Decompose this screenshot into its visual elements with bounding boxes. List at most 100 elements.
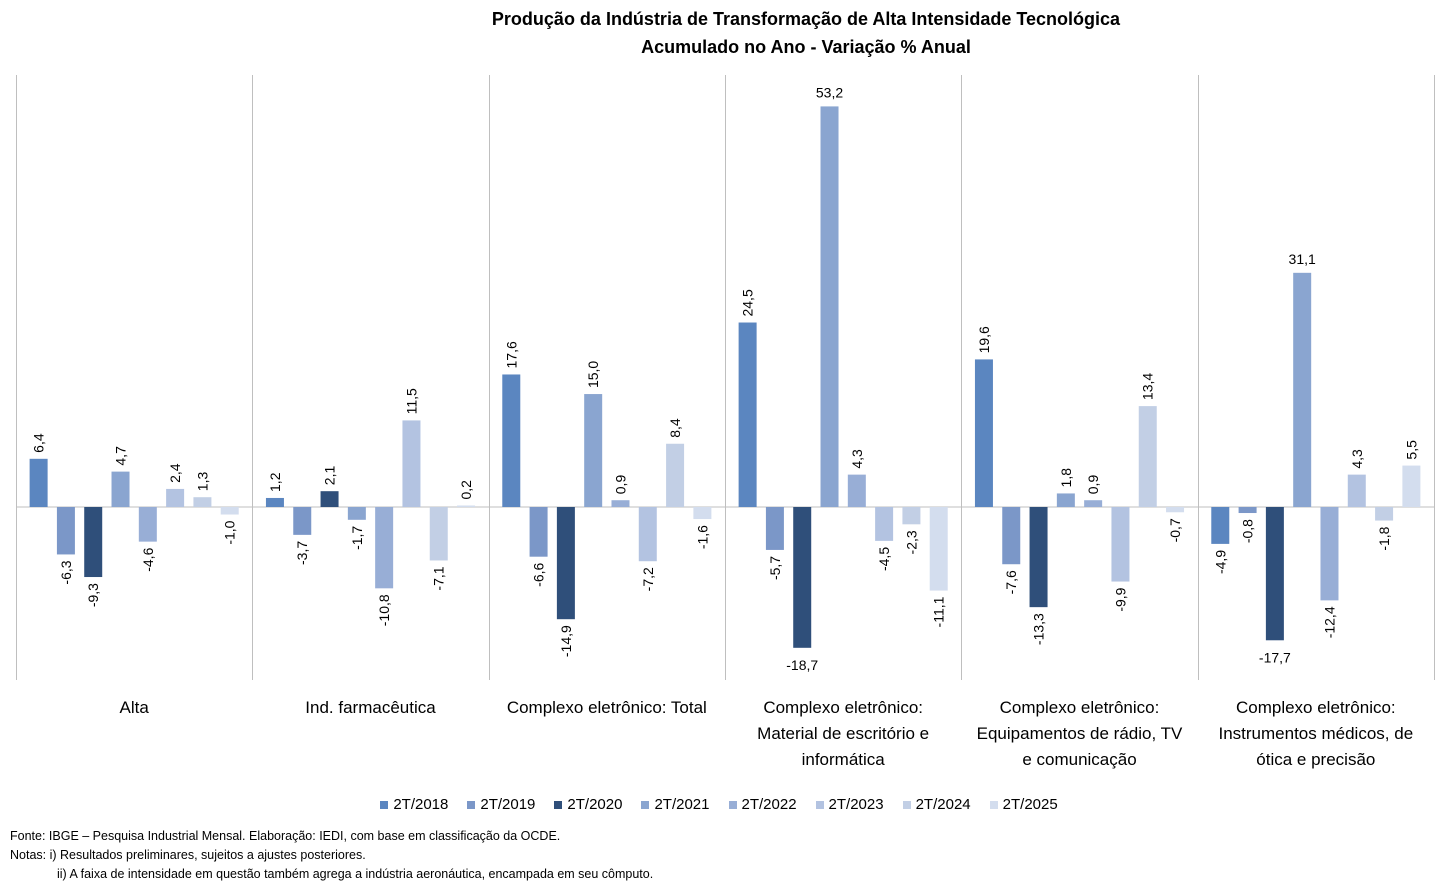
chart-title: Produção da Indústria de Transformação d… xyxy=(492,9,1121,29)
chart-subtitle: Acumulado no Ano - Variação % Anual xyxy=(641,37,971,57)
legend-label: 2T/2025 xyxy=(1002,796,1058,813)
bar xyxy=(1320,507,1339,601)
legend-swatch xyxy=(989,800,998,809)
data-label: -7,1 xyxy=(431,566,447,590)
category-label: Material de escritório e xyxy=(757,724,929,743)
category-label: Complexo eletrônico: Total xyxy=(507,698,707,717)
data-label: -5,7 xyxy=(767,556,783,580)
bar xyxy=(1265,507,1284,641)
data-label: 4,3 xyxy=(1349,449,1365,469)
bar xyxy=(347,507,366,520)
data-label: -7,2 xyxy=(640,567,656,591)
category-labels-group: Alta Ind. farmacêutica Complexo eletrônico… xyxy=(120,698,1414,769)
data-label: -4,9 xyxy=(1212,550,1228,574)
bar xyxy=(693,507,712,520)
bar xyxy=(502,374,521,507)
legend-label: 2T/2018 xyxy=(393,796,449,813)
bar xyxy=(611,500,630,507)
data-label: 15,0 xyxy=(585,361,601,388)
bar xyxy=(929,507,948,591)
bar xyxy=(293,507,312,535)
bar-chart: Produção da Indústria de Transformação d… xyxy=(16,9,1435,769)
category-label: Complexo eletrônico: xyxy=(1000,698,1160,717)
data-label: 1,3 xyxy=(194,472,210,492)
category-label: Ind. farmacêutica xyxy=(305,698,436,717)
bar xyxy=(974,359,993,507)
data-label: 5,5 xyxy=(1403,440,1419,460)
bar xyxy=(56,507,75,555)
bar xyxy=(1166,507,1185,513)
bar xyxy=(793,507,812,648)
legend-swatch xyxy=(815,800,824,809)
data-label: -1,7 xyxy=(349,526,365,550)
data-label: -12,4 xyxy=(1321,606,1337,638)
bar xyxy=(738,322,757,507)
data-label: 1,2 xyxy=(267,472,283,492)
bar xyxy=(166,488,185,507)
bar xyxy=(193,497,212,507)
bar xyxy=(1138,406,1157,507)
bar xyxy=(1211,507,1230,544)
data-label: -1,6 xyxy=(694,525,710,549)
bar xyxy=(1002,507,1021,565)
data-label: -4,6 xyxy=(140,547,156,571)
data-label: -13,3 xyxy=(1031,613,1047,645)
bar xyxy=(820,106,839,508)
bar xyxy=(765,507,784,550)
bar xyxy=(402,420,421,507)
data-label: 2,1 xyxy=(322,466,338,486)
bar xyxy=(875,507,894,541)
legend-swatch xyxy=(728,800,737,809)
bar xyxy=(1402,465,1421,507)
bar xyxy=(847,474,866,507)
bar xyxy=(1293,272,1312,507)
data-label: 53,2 xyxy=(816,84,843,100)
data-label: 8,4 xyxy=(667,418,683,438)
category-label: Complexo eletrônico: xyxy=(763,698,923,717)
data-label: 2,4 xyxy=(167,463,183,483)
data-label: -6,6 xyxy=(531,562,547,586)
legend-label: 2T/2020 xyxy=(567,796,623,813)
data-label: -0,8 xyxy=(1240,519,1256,543)
category-label: e comunicação xyxy=(1022,750,1136,769)
legend-swatch xyxy=(902,800,911,809)
legend-item: 2T/2023 xyxy=(815,796,884,813)
data-label: 6,4 xyxy=(31,433,47,453)
category-label: ótica e precisão xyxy=(1256,750,1375,769)
bar xyxy=(529,507,548,557)
legend-item: 2T/2021 xyxy=(641,796,710,813)
data-label: 31,1 xyxy=(1289,251,1316,267)
note-1: Notas: i) Resultados preliminares, sujei… xyxy=(10,848,366,862)
category-label: informática xyxy=(802,750,886,769)
bar xyxy=(1084,500,1103,507)
bar xyxy=(638,507,657,562)
bar xyxy=(265,497,284,507)
bar xyxy=(84,507,103,578)
legend-item: 2T/2024 xyxy=(902,796,971,813)
data-label: -14,9 xyxy=(558,625,574,657)
bar xyxy=(320,491,339,507)
bar xyxy=(375,507,394,589)
data-label: -17,7 xyxy=(1259,649,1291,665)
data-label: 11,5 xyxy=(403,388,419,414)
data-label: -18,7 xyxy=(786,657,818,673)
data-label: -1,8 xyxy=(1376,526,1392,550)
bar xyxy=(1111,507,1130,582)
bars-group xyxy=(29,106,1421,648)
legend-swatch xyxy=(554,800,563,809)
bar xyxy=(457,505,476,507)
bar xyxy=(1029,507,1048,608)
legend-label: 2T/2024 xyxy=(915,796,971,813)
legend-swatch xyxy=(641,800,650,809)
data-labels-group: 6,4 1,2 17,6 24,5 19,6 -4,9 -6,3 -3,7 -6,6 -5,7 -7… xyxy=(31,84,1420,672)
data-label: -7,6 xyxy=(1003,570,1019,594)
data-label: 17,6 xyxy=(503,341,519,368)
category-label: Complexo eletrônico: xyxy=(1236,698,1396,717)
legend-label: 2T/2019 xyxy=(480,796,536,813)
note-2: ii) A faixa de intensidade em questão ta… xyxy=(57,867,654,881)
source-note: Fonte: IBGE – Pesquisa Industrial Mensal… xyxy=(10,829,561,843)
data-label: -4,5 xyxy=(876,547,892,571)
legend-label: 2T/2021 xyxy=(654,796,710,813)
legend-item: 2T/2019 xyxy=(467,796,535,813)
bar xyxy=(1375,507,1394,521)
